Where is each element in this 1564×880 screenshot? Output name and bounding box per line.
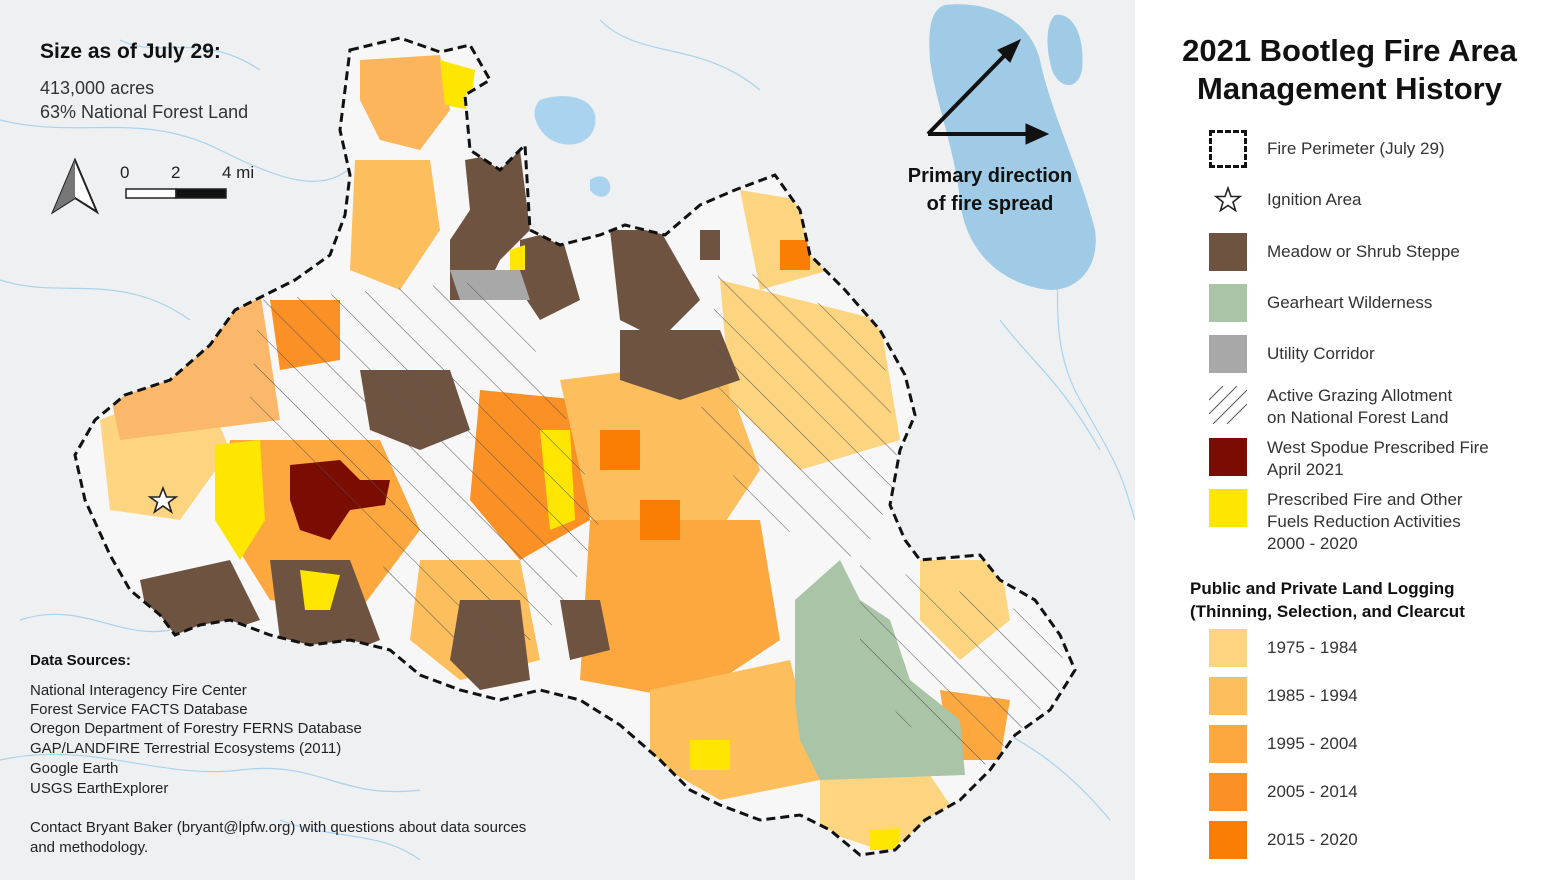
fire-size-acres: 413,000 acres bbox=[40, 78, 155, 98]
legend-label-utility: Utility Corridor bbox=[1267, 344, 1375, 363]
legend-label-fire-perimeter: Fire Perimeter (July 29) bbox=[1267, 139, 1445, 158]
contact-note: Contact Bryant Baker (bryant@lpfw.org) w… bbox=[30, 819, 527, 856]
scale-label-end: 4 mi bbox=[222, 163, 255, 182]
legend-label-grazing: Active Grazing Allotment on National For… bbox=[1267, 385, 1452, 429]
grazing-allotment bbox=[250, 280, 600, 660]
utility-corridor-swatch bbox=[1209, 335, 1247, 373]
data-source-item: GAP/LANDFIRE Terrestrial Ecosystems (201… bbox=[30, 740, 342, 757]
logging-1975-swatch bbox=[1209, 629, 1247, 667]
scale-label-zero: 0 bbox=[120, 163, 130, 182]
logging-title-line-2: (Thinning, Selection, and Clearcut bbox=[1190, 602, 1465, 621]
data-source-item: Google Earth bbox=[30, 760, 119, 777]
wilderness-swatch bbox=[1209, 284, 1247, 322]
legend-label-grazing-line-1: Active Grazing Allotment bbox=[1267, 386, 1453, 405]
data-source-item: Oregon Department of Forestry FERNS Data… bbox=[30, 720, 362, 737]
scale-bar bbox=[125, 188, 227, 199]
fuels-reduction-swatch bbox=[1209, 489, 1247, 527]
logging-1985-swatch bbox=[1209, 677, 1247, 715]
logging-title: Public and Private Land Logging (Thinnin… bbox=[1190, 577, 1465, 623]
legend-label-fuels-line-1: Prescribed Fire and Other bbox=[1267, 490, 1463, 509]
logging-2005-swatch bbox=[1209, 773, 1247, 811]
legend-label-fuels-line-2: Fuels Reduction Activities bbox=[1267, 512, 1461, 531]
legend-title: 2021 Bootleg Fire Area Management Histor… bbox=[1135, 32, 1564, 108]
scale-label-mid: 2 bbox=[171, 163, 181, 182]
star-icon bbox=[1209, 181, 1247, 219]
legend-label-fuels-reduction: Prescribed Fire and Other Fuels Reductio… bbox=[1267, 489, 1463, 555]
legend-label-logging-2005: 2005 - 2014 bbox=[1267, 782, 1358, 801]
direction-line-1: Primary direction bbox=[907, 165, 1073, 187]
legend-label-logging-1995: 1995 - 2004 bbox=[1267, 734, 1358, 753]
lake bbox=[590, 176, 611, 197]
legend-label-west-spodue-line-1: West Spodue Prescribed Fire bbox=[1267, 438, 1489, 457]
ignition-star-icon bbox=[147, 485, 179, 515]
logging-title-line-1: Public and Private Land Logging bbox=[1190, 579, 1455, 598]
fire-size-forest: 63% National Forest Land bbox=[40, 102, 249, 122]
legend-label-fuels-line-3: 2000 - 2020 bbox=[1267, 534, 1358, 553]
lake bbox=[1047, 14, 1083, 86]
data-source-item: USGS EarthExplorer bbox=[30, 780, 169, 797]
data-sources-title: Data Sources: bbox=[30, 652, 131, 669]
legend-title-line-2: Management History bbox=[1197, 71, 1502, 106]
legend-label-logging-2015: 2015 - 2020 bbox=[1267, 830, 1358, 849]
grazing-allotment bbox=[860, 560, 1070, 770]
direction-arrows bbox=[926, 38, 1050, 145]
prescribed-fire-2021-swatch bbox=[1209, 438, 1247, 476]
map-panel: Size as of July 29: 413,000 acres 63% Na… bbox=[0, 0, 1135, 880]
legend-label-grazing-line-2: on National Forest Land bbox=[1267, 408, 1449, 427]
fire-size-title: Size as of July 29: bbox=[40, 40, 221, 63]
legend-label-meadow: Meadow or Shrub Steppe bbox=[1267, 242, 1460, 261]
legend-label-west-spodue: West Spodue Prescribed Fire April 2021 bbox=[1267, 437, 1489, 481]
legend-panel: 2021 Bootleg Fire Area Management Histor… bbox=[1135, 0, 1564, 880]
data-source-item: National Interagency Fire Center bbox=[30, 682, 247, 699]
legend-label-logging-1975: 1975 - 1984 bbox=[1267, 638, 1358, 657]
legend-title-line-1: 2021 Bootleg Fire Area bbox=[1182, 33, 1517, 68]
meadow-swatch bbox=[1209, 233, 1247, 271]
north-arrow-icon bbox=[50, 157, 100, 215]
legend-label-logging-1985: 1985 - 1994 bbox=[1267, 686, 1358, 705]
direction-line-2: of fire spread bbox=[926, 193, 1054, 215]
lake bbox=[534, 96, 596, 145]
fire-perimeter-swatch bbox=[1209, 130, 1247, 168]
legend-label-wilderness: Gearheart Wilderness bbox=[1267, 293, 1433, 312]
legend-label-west-spodue-line-2: April 2021 bbox=[1267, 460, 1344, 479]
grazing-allotment bbox=[700, 260, 900, 560]
map-canvas bbox=[0, 4, 1135, 861]
legend-label-ignition: Ignition Area bbox=[1267, 190, 1362, 209]
grazing-hatch-swatch bbox=[1208, 385, 1248, 425]
logging-2015-swatch bbox=[1209, 821, 1247, 859]
logging-1995-swatch bbox=[1209, 725, 1247, 763]
fire-spread-direction-label: Primary direction of fire spread bbox=[880, 162, 1100, 218]
lake bbox=[929, 4, 1096, 290]
data-source-item: Forest Service FACTS Database bbox=[30, 701, 248, 718]
